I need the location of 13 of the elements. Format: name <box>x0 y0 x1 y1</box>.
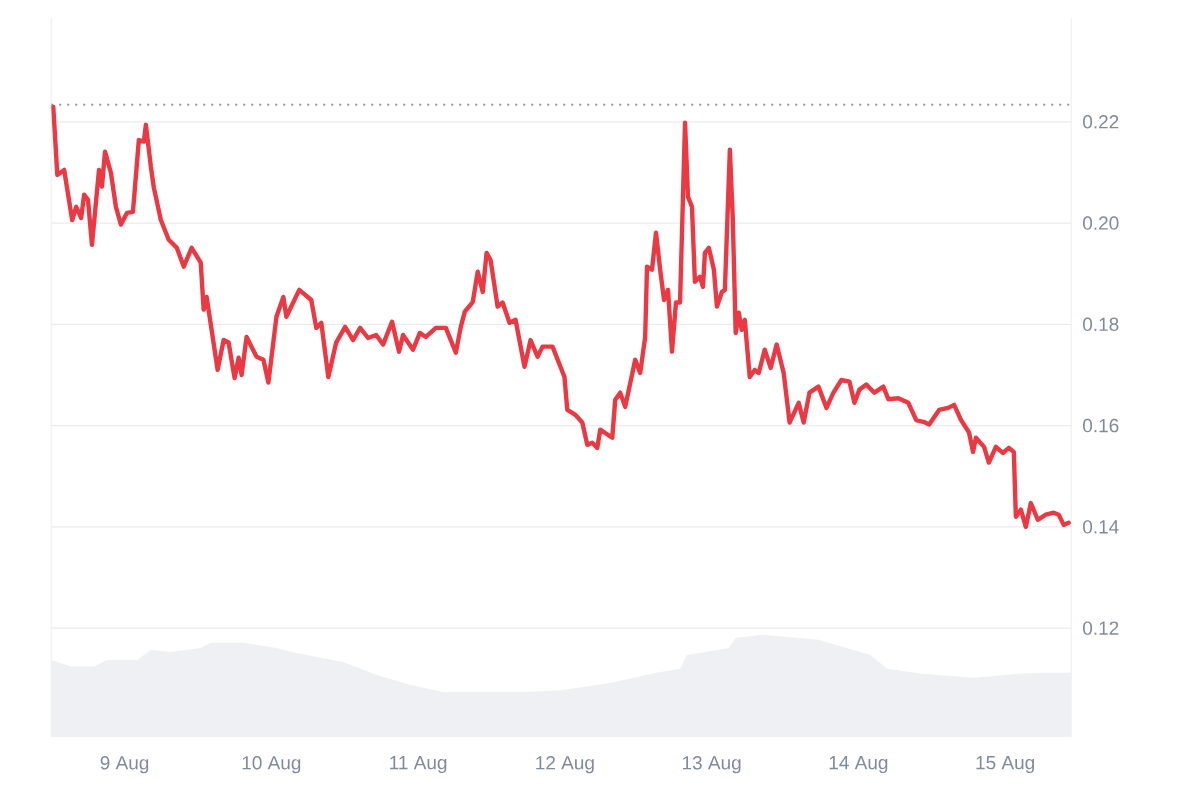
y-tick-label: 0.14 <box>1083 520 1119 534</box>
y-tick-label: 0.12 <box>1083 621 1119 635</box>
y-tick-label: 0.22 <box>1083 115 1119 129</box>
x-tick-label: 12 Aug <box>536 756 594 774</box>
y-tick-label: 0.18 <box>1083 317 1119 332</box>
x-tick-label: 13 Aug <box>682 756 741 774</box>
y-tick-label: 0.16 <box>1083 418 1119 433</box>
x-tick-label: 14 Aug <box>829 756 888 774</box>
x-tick-label: 9 Aug <box>100 756 149 774</box>
x-tick-label: 15 Aug <box>976 756 1035 774</box>
x-tick-label: 11 Aug <box>390 756 447 774</box>
y-tick-label: 0.20 <box>1083 216 1119 230</box>
x-tick-label: 10 Aug <box>242 756 301 774</box>
